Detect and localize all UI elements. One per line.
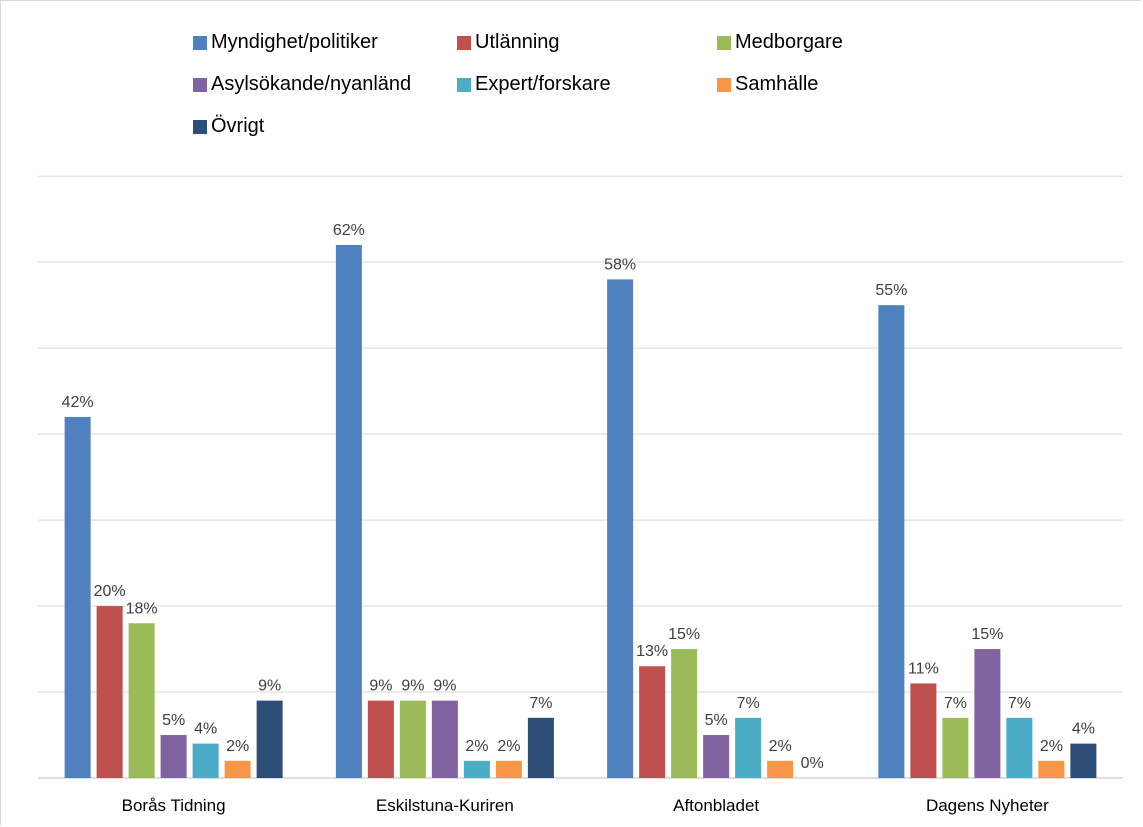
legend-swatch	[193, 77, 207, 92]
legend-item: Övrigt	[193, 115, 264, 138]
data-label: 7%	[1008, 695, 1031, 712]
data-label: 58%	[604, 256, 636, 273]
bar	[942, 717, 969, 778]
legend-item: Expert/forskare	[457, 73, 611, 96]
bar	[64, 416, 91, 778]
data-label: 15%	[668, 626, 700, 643]
bar	[1006, 717, 1033, 778]
bar	[431, 700, 458, 778]
data-label: 9%	[401, 678, 424, 695]
legend-label: Övrigt	[211, 115, 265, 137]
data-label: 13%	[636, 643, 668, 660]
bar	[399, 700, 426, 778]
category-label: Dagens Nyheter	[926, 796, 1049, 815]
legend-swatch	[457, 77, 471, 92]
bar	[1038, 760, 1065, 778]
bar	[256, 700, 283, 778]
bar	[735, 717, 762, 778]
legend-swatch	[717, 35, 731, 50]
bar	[703, 735, 730, 778]
bar	[671, 649, 698, 778]
bar	[910, 683, 937, 778]
data-label: 18%	[126, 600, 158, 617]
bar	[527, 717, 554, 778]
bar	[607, 279, 634, 778]
legend-swatch	[717, 77, 731, 92]
legend-item: Myndighet/politiker	[193, 31, 378, 54]
legend-item: Samhälle	[717, 73, 818, 96]
data-label: 15%	[971, 626, 1003, 643]
legend-label: Medborgare	[735, 31, 843, 53]
data-label: 2%	[1040, 738, 1063, 755]
data-label: 5%	[162, 712, 185, 729]
legend-label: Expert/forskare	[475, 73, 611, 95]
legend-item: Utlänning	[457, 31, 560, 54]
data-label: 7%	[529, 695, 552, 712]
bar	[878, 305, 905, 778]
legend-item: Asylsökande/nyanländ	[193, 73, 411, 96]
data-label: 7%	[737, 695, 760, 712]
bar	[767, 760, 794, 778]
data-label: 2%	[226, 738, 249, 755]
bar	[1070, 743, 1097, 778]
bar	[128, 623, 155, 778]
bar	[224, 760, 251, 778]
bar	[495, 760, 522, 778]
legend-swatch	[457, 35, 471, 50]
category-label: Eskilstuna-Kuriren	[376, 796, 514, 815]
category-label: Borås Tidning	[122, 796, 226, 815]
data-label: 0%	[801, 755, 824, 772]
data-label: 9%	[433, 678, 456, 695]
data-label: 2%	[497, 738, 520, 755]
legend-label: Utlänning	[475, 31, 560, 53]
bar	[367, 700, 394, 778]
data-label: 20%	[94, 583, 126, 600]
bar	[974, 649, 1001, 778]
data-label: 4%	[1072, 721, 1095, 738]
legend-label: Asylsökande/nyanländ	[211, 73, 412, 95]
data-label: 9%	[258, 678, 281, 695]
bar	[335, 244, 362, 779]
legend-swatch	[193, 35, 207, 50]
data-label: 11%	[908, 660, 939, 677]
data-label: 42%	[62, 394, 94, 411]
data-label: 4%	[194, 721, 217, 738]
data-label: 2%	[769, 738, 792, 755]
legend-item: Medborgare	[717, 31, 843, 54]
bar	[160, 735, 187, 778]
bar	[192, 743, 219, 778]
category-label: Aftonbladet	[673, 796, 759, 815]
data-label: 62%	[333, 222, 365, 239]
data-label: 55%	[875, 282, 907, 299]
legend-label: Samhälle	[735, 73, 819, 95]
legend-label: Myndighet/politiker	[211, 31, 378, 53]
data-label: 2%	[465, 738, 488, 755]
data-label: 9%	[369, 678, 392, 695]
bar	[639, 666, 666, 778]
legend-swatch	[193, 119, 207, 134]
data-label: 7%	[944, 695, 967, 712]
bar	[463, 760, 490, 778]
bar	[96, 606, 123, 778]
data-label: 5%	[705, 712, 728, 729]
